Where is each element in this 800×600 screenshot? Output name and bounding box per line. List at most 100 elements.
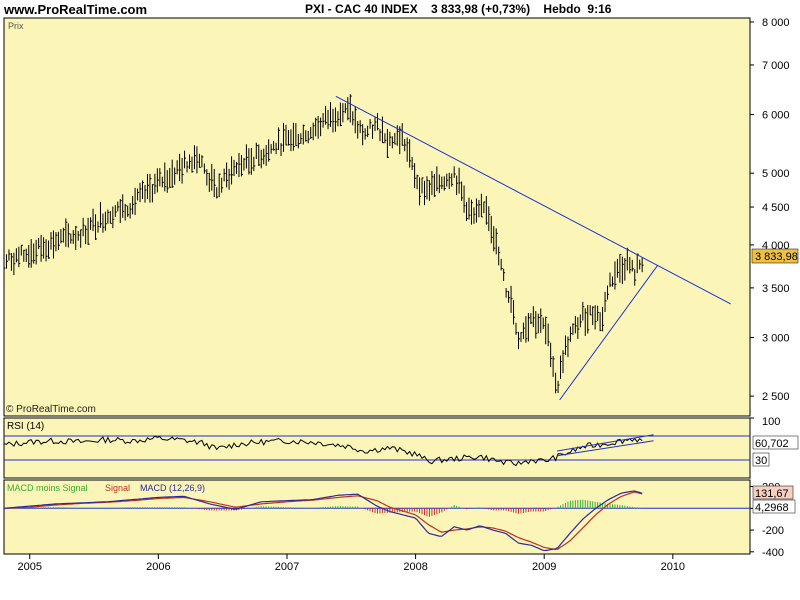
price-bar <box>547 323 550 347</box>
price-bar <box>92 208 95 232</box>
price-bar <box>359 120 362 134</box>
price-bar <box>367 125 370 138</box>
x-tick-label-2: 2007 <box>275 561 299 573</box>
price-bar <box>43 237 46 259</box>
price-bar <box>52 230 55 259</box>
price-bar <box>483 201 486 214</box>
price-bar <box>641 257 644 273</box>
price-bar <box>287 129 290 146</box>
price-bar <box>394 132 397 145</box>
price-bar <box>401 123 404 146</box>
x-tick-label-1: 2006 <box>146 561 170 573</box>
price-bar <box>584 308 587 336</box>
price-bar <box>112 206 115 229</box>
rsi-last-label: 60,702 <box>755 438 789 450</box>
price-bar <box>322 113 325 128</box>
price-bar <box>498 246 501 266</box>
price-bar <box>99 202 102 228</box>
price-bar <box>117 201 120 212</box>
price-bar <box>119 199 122 223</box>
price-bar <box>456 175 459 196</box>
price-bar <box>181 157 184 184</box>
chart-title: PXI - CAC 40 INDEX 3 833,98 (+0,73%) Heb… <box>305 2 612 16</box>
price-bar <box>295 123 298 147</box>
price-panel-label: Prix <box>8 21 24 31</box>
rsi-tick-label-0: 100 <box>762 416 780 428</box>
price-bar <box>428 180 431 201</box>
price-bar <box>305 130 308 142</box>
price-bar <box>409 139 412 168</box>
price-bar <box>38 237 41 250</box>
macd-hist-marker <box>752 499 796 514</box>
price-bar <box>228 168 231 190</box>
price-bar <box>263 148 266 165</box>
price-bar <box>384 133 387 144</box>
price-bar <box>631 259 634 272</box>
price-bar <box>419 177 422 206</box>
rsi-y-axis: 100 <box>750 416 780 428</box>
price-bar <box>589 305 592 316</box>
price-bar <box>127 205 130 217</box>
price-bar <box>560 355 563 379</box>
price-bar <box>142 180 145 200</box>
price-tick-label-3: 5 000 <box>762 168 790 180</box>
rsi-trendline-1 <box>556 434 654 452</box>
price-bar <box>315 117 318 137</box>
price-bar <box>23 249 26 262</box>
price-bar <box>463 185 466 213</box>
price-bar <box>513 300 516 325</box>
macd-signal-legend: Signal <box>105 483 130 493</box>
price-bar <box>550 342 553 367</box>
price-bar <box>470 199 473 225</box>
price-bar <box>161 176 164 188</box>
price-bar <box>248 148 251 175</box>
price-bar <box>332 108 335 133</box>
rsi-low-label: 30 <box>755 455 767 467</box>
price-bar <box>122 194 125 218</box>
price-bar <box>602 306 605 332</box>
price-tick-label-2: 6 000 <box>762 110 790 122</box>
price-tick-label-6: 3 500 <box>762 283 790 295</box>
price-bar <box>3 251 6 271</box>
price-bar <box>609 272 612 288</box>
price-bar <box>342 103 345 123</box>
price-bar <box>527 312 530 342</box>
price-bar <box>505 287 508 298</box>
x-tick-label-0: 2005 <box>17 561 41 573</box>
site-name[interactable]: www.ProRealTime.com <box>4 2 148 17</box>
price-bar <box>171 159 174 188</box>
macd-hist-legend: MACD moins Signal <box>7 483 88 493</box>
price-bar <box>18 246 21 268</box>
price-bar <box>312 122 315 141</box>
price-bar <box>433 173 436 197</box>
price-bar <box>604 291 607 312</box>
price-bar <box>109 211 112 224</box>
price-bar <box>616 258 619 278</box>
price-bar <box>208 172 211 192</box>
price-bar <box>154 173 157 195</box>
price-bar <box>490 215 493 244</box>
price-bar <box>488 206 491 232</box>
price-bar <box>525 316 528 343</box>
price-bar <box>292 122 295 151</box>
price-bar <box>159 168 162 187</box>
price-bar <box>62 227 65 243</box>
price-bar <box>260 149 263 169</box>
price-bar <box>87 217 90 245</box>
price-bar <box>564 335 567 355</box>
price-bar <box>80 229 83 248</box>
price-bar <box>634 269 637 286</box>
price-bar <box>416 174 419 190</box>
price-bar <box>221 177 224 193</box>
price-bar <box>174 167 177 185</box>
price-bar <box>374 116 377 132</box>
price-bar <box>201 155 204 168</box>
price-bar <box>245 144 248 169</box>
price-bar <box>594 305 597 330</box>
price-bar <box>493 226 496 252</box>
price-bar <box>211 163 214 191</box>
price-tick-label-8: 2 500 <box>762 391 790 403</box>
price-bar <box>5 254 8 269</box>
price-bar <box>500 258 503 271</box>
